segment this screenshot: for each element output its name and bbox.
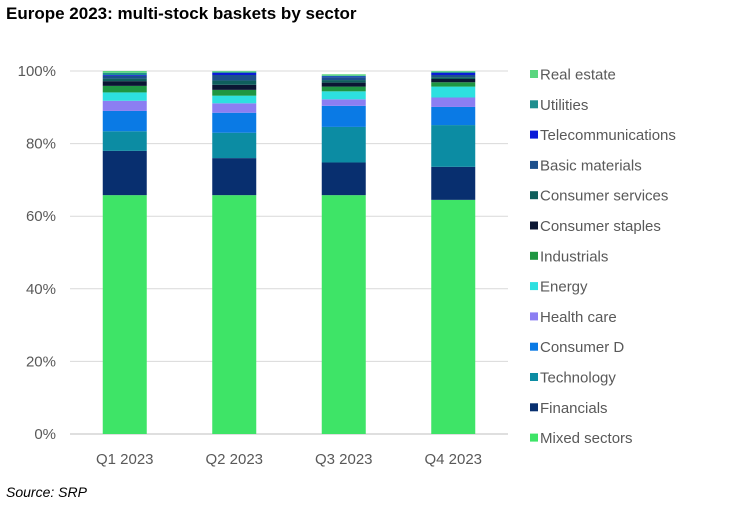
bar-segment-consumer-services <box>212 80 257 85</box>
y-tick-label: 60% <box>26 208 56 225</box>
bar-segment-real-estate <box>321 74 366 76</box>
bar-segment-consumer-d <box>321 105 366 127</box>
bar-segment-basic-materials <box>321 77 366 81</box>
bar-segment-telecommunications <box>321 76 366 78</box>
y-tick-label: 20% <box>26 353 56 370</box>
x-tick-label: Q4 2023 <box>424 451 482 468</box>
legend-label: Energy <box>540 279 588 296</box>
bar-segment-real-estate <box>212 71 257 72</box>
bar-segment-consumer-staples <box>102 81 147 86</box>
legend-swatch <box>530 221 538 230</box>
legend-label: Basic materials <box>540 157 642 174</box>
legend-swatch <box>530 251 538 260</box>
bar-segment-industrials <box>431 82 476 87</box>
legend-swatch <box>530 282 538 291</box>
bar-segment-energy <box>321 91 366 100</box>
bar-segment-basic-materials <box>431 74 476 78</box>
x-tick-label: Q3 2023 <box>315 451 373 468</box>
bar-segment-consumer-d <box>431 106 476 126</box>
bar-segment-utilities <box>102 72 147 75</box>
bar-segment-industrials <box>102 85 147 93</box>
bar-segment-technology <box>102 131 147 151</box>
legend-swatch <box>530 191 538 200</box>
bar-segment-telecommunications <box>212 72 257 75</box>
bar-segment-basic-materials <box>212 74 257 81</box>
bar-segment-real-estate <box>431 71 476 72</box>
legend-swatch <box>530 160 538 169</box>
bar-segment-mixed-sectors <box>212 195 257 434</box>
bar-segment-health-care <box>212 103 257 113</box>
bar-segment-utilities <box>321 75 366 77</box>
bar-segment-consumer-staples <box>321 82 366 87</box>
bar-segment-technology <box>321 126 366 163</box>
x-tick-label: Q1 2023 <box>96 451 154 468</box>
bar-segment-consumer-d <box>102 110 147 132</box>
bar-segment-mixed-sectors <box>431 199 476 434</box>
legend-label: Health care <box>540 309 617 326</box>
legend-swatch <box>530 100 538 109</box>
bar-segment-consumer-staples <box>212 84 257 90</box>
legend-swatch <box>530 312 538 321</box>
bar-segment-consumer-staples <box>431 78 476 83</box>
legend-swatch <box>530 70 538 78</box>
bar-segment-mixed-sectors <box>321 195 366 434</box>
bar-segment-telecommunications <box>431 72 476 75</box>
legend-label: Utilities <box>540 97 588 114</box>
bar-segment-industrials <box>212 89 257 96</box>
bar-segment-financials <box>321 162 366 196</box>
bar-segment-technology <box>212 132 257 159</box>
bar-segment-health-care <box>321 99 366 106</box>
bar-segment-utilities <box>212 71 257 73</box>
y-tick-label: 80% <box>26 136 56 153</box>
legend-label: Industrials <box>540 248 608 265</box>
x-tick-label: Q2 2023 <box>205 451 263 468</box>
bar-segment-consumer-services <box>102 78 147 82</box>
bar-segment-mixed-sectors <box>102 195 147 434</box>
legend-label: Consumer services <box>540 188 668 205</box>
bar-segment-health-care <box>431 97 476 107</box>
legend-swatch <box>530 403 538 412</box>
legend-label: Consumer staples <box>540 218 661 235</box>
bar-segment-energy <box>212 95 257 104</box>
bar-segment-financials <box>102 150 147 196</box>
bar-segment-energy <box>102 92 147 101</box>
bar-segment-real-estate <box>102 71 147 73</box>
y-tick-label: 40% <box>26 281 56 298</box>
bar-segment-technology <box>431 125 476 167</box>
bar-segment-consumer-d <box>212 112 257 133</box>
legend-swatch <box>530 130 538 139</box>
bar-segment-financials <box>212 158 257 196</box>
legend-label: Real estate <box>540 67 616 84</box>
legend-swatch <box>530 342 538 351</box>
legend-label: Consumer D <box>540 339 624 356</box>
bar-segment-consumer-services <box>431 77 476 79</box>
legend-swatch <box>530 373 538 381</box>
bar-segment-financials <box>431 166 476 200</box>
bar-segment-energy <box>431 86 476 98</box>
bar-segment-health-care <box>102 100 147 111</box>
legend-label: Financials <box>540 400 608 417</box>
bar-segment-basic-materials <box>102 75 147 79</box>
bar-segment-utilities <box>431 71 476 73</box>
chart-title: Europe 2023: multi-stock baskets by sect… <box>6 4 357 23</box>
bar-segment-industrials <box>321 86 366 92</box>
bar-segment-consumer-services <box>321 80 366 83</box>
legend-label: Mixed sectors <box>540 430 633 447</box>
y-tick-label: 0% <box>34 426 56 443</box>
bar-segment-telecommunications <box>102 74 147 76</box>
legend-swatch <box>530 433 538 442</box>
legend-label: Telecommunications <box>540 127 676 144</box>
source-note: Source: SRP <box>6 484 87 500</box>
y-tick-label: 100% <box>18 63 56 80</box>
legend-label: Technology <box>540 370 616 387</box>
